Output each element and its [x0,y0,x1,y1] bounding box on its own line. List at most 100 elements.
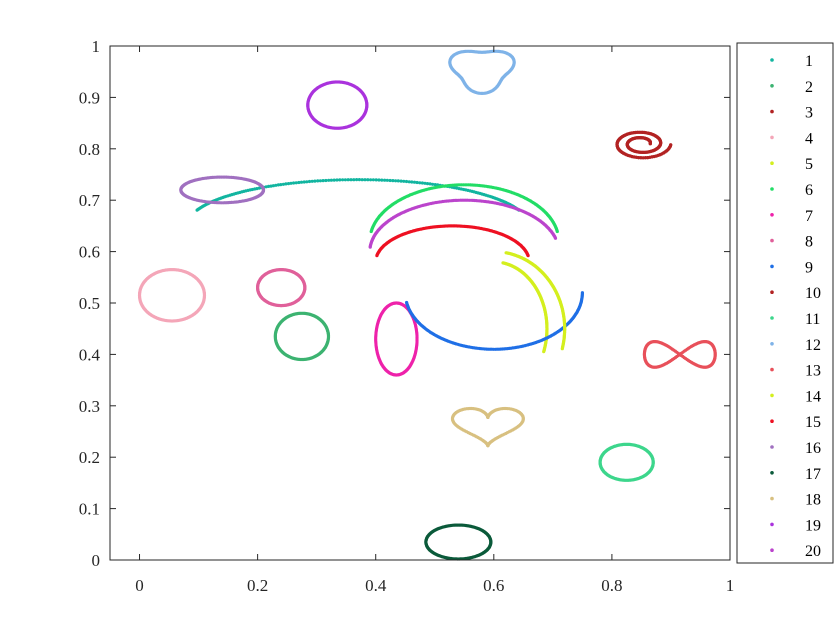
data-point [267,184,271,188]
data-point [357,178,361,182]
legend-label: 8 [805,234,813,251]
legend-marker [770,445,774,449]
legend-label: 19 [805,517,821,534]
data-point [504,251,508,255]
data-point [486,415,490,419]
series-8 [256,268,307,308]
data-point [415,180,419,185]
legend-marker [770,213,774,217]
legend-box [736,42,834,564]
legend-label: 11 [805,311,820,328]
data-point [637,156,641,160]
y-tick-label: 0.9 [79,88,100,107]
legend-marker [770,522,774,527]
series-9 [405,291,585,351]
legend-marker [770,290,774,295]
legend-entry-3: 3 [770,105,813,122]
legend-label: 16 [805,440,821,457]
legend-marker [770,496,774,501]
data-point [329,178,333,182]
data-point [318,179,322,183]
series-18 [450,406,525,448]
data-point [335,178,339,182]
legend-marker [770,316,774,320]
legend-entry-17: 17 [770,466,821,483]
y-tick-label: 0.7 [79,191,101,210]
data-point [669,143,673,147]
data-point [289,181,293,185]
legend-marker [770,58,774,62]
legend-label: 3 [805,105,813,122]
data-point [324,178,328,183]
data-point [338,178,342,182]
data-point [509,68,513,72]
legend-marker [770,84,774,88]
legend-entry-15: 15 [770,414,821,431]
data-point [394,179,398,183]
legend-entry-4: 4 [770,130,813,147]
legend-label: 18 [805,492,821,509]
y-tick-label: 0.2 [79,448,100,467]
data-point [366,178,370,182]
legend-marker [770,161,774,165]
y-tick-label: 0.6 [79,243,100,262]
data-point [274,183,278,187]
data-point [410,180,414,184]
legend-marker [770,187,774,191]
x-tick-label: 0.6 [483,576,504,595]
data-point [433,183,437,187]
points-layer [137,49,717,561]
legend-marker [770,264,774,269]
legend-marker [770,548,774,552]
data-point [316,179,320,183]
data-point [297,180,301,185]
series-17 [424,523,493,561]
data-point [404,179,409,184]
x-tick-label: 0.4 [365,576,387,595]
series-1 [195,178,521,212]
legend-label: 10 [805,285,821,302]
data-point [343,178,347,182]
data-point [261,188,266,193]
legend-entry-14: 14 [770,388,821,405]
series-5 [501,261,549,354]
series-6 [369,183,559,234]
data-point [303,286,307,290]
legend-label: 7 [805,208,813,225]
legend-entry-6: 6 [770,182,813,199]
data-point [377,178,381,182]
series-20 [368,198,558,249]
data-point [643,156,648,160]
data-point [195,208,199,212]
data-point [313,179,317,183]
series-12 [448,49,516,95]
data-point [327,178,331,182]
data-point [368,245,372,249]
data-point [310,179,314,183]
legend-label: 12 [805,337,821,354]
data-point [279,183,283,187]
legend-entry-9: 9 [770,259,813,276]
x-tick-label: 0.2 [247,576,268,595]
data-point [365,104,369,108]
data-point [380,178,384,182]
data-point [423,181,427,185]
legend-label: 14 [805,388,821,405]
series-2 [273,311,331,362]
data-point [388,178,392,183]
legend-marker [770,393,774,398]
legend-entry-20: 20 [770,543,821,560]
data-point [352,178,356,182]
data-point [412,180,417,184]
data-point [305,180,309,184]
data-point [369,178,373,182]
legend-label: 5 [805,156,813,173]
data-point [360,178,364,182]
x-tick-label: 0 [135,576,144,595]
series-19 [306,80,369,130]
data-point [302,180,306,184]
x-axis: 0 0.2 0.4 0.6 0.8 1 [135,46,734,595]
legend-marker [770,135,774,140]
legend-marker [770,419,774,424]
